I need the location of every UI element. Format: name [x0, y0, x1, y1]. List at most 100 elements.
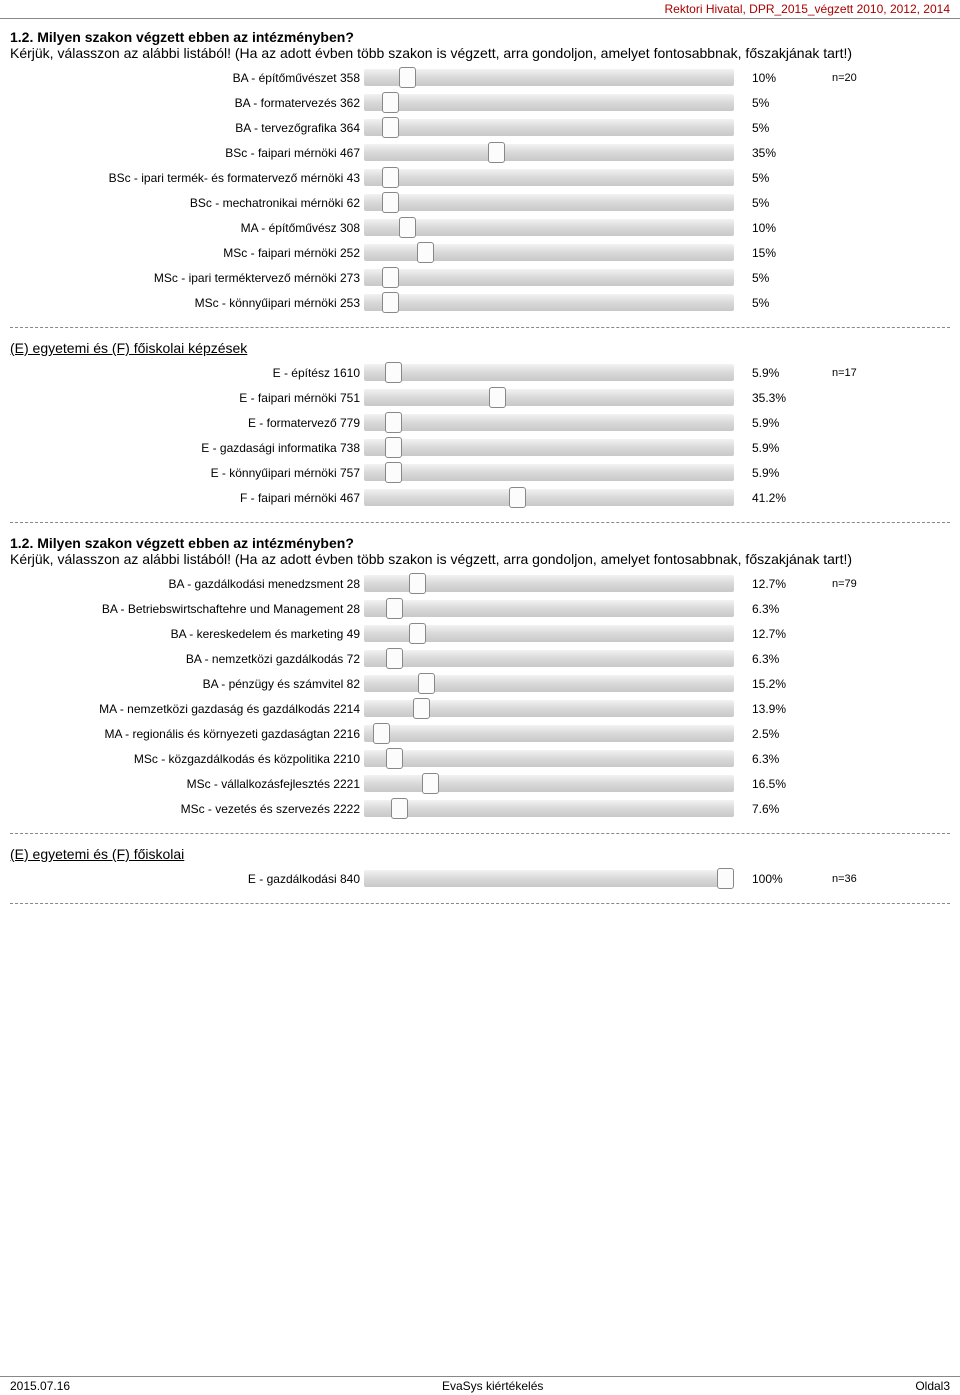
bar-pct: 16.5% — [734, 777, 822, 791]
bar-zone — [364, 169, 734, 186]
bar-row: BSc - mechatronikai mérnöki 62 5% — [10, 190, 950, 215]
bar-pct: 15% — [734, 246, 822, 260]
bar-label: MA - építőművész 308 — [10, 221, 364, 235]
bar-pct: 5.9% — [734, 441, 822, 455]
bar-indicator — [386, 648, 403, 669]
bar-row: E - faipari mérnöki 75135.3% — [10, 385, 950, 410]
bar-pct: 35% — [734, 146, 822, 160]
bar-label: MSc - faipari mérnöki 252 — [10, 246, 364, 260]
bar-label: E - formatervező 779 — [10, 416, 364, 430]
bar-indicator — [422, 773, 439, 794]
bar-indicator — [382, 167, 399, 188]
bar-indicator — [417, 242, 434, 263]
bar-track — [364, 94, 734, 111]
question-subtitle: Kérjük, válasszon az alábbi listából! (H… — [10, 551, 950, 567]
divider — [10, 903, 950, 904]
bar-track — [364, 389, 734, 406]
bar-pct: 5% — [734, 171, 822, 185]
bar-track — [364, 69, 734, 86]
bar-pct: 2.5% — [734, 727, 822, 741]
bar-zone — [364, 119, 734, 136]
bar-indicator — [489, 387, 506, 408]
bar-indicator — [386, 598, 403, 619]
bar-row: MA - nemzetközi gazdaság és gazdálkodás … — [10, 696, 950, 721]
bar-track — [364, 800, 734, 817]
bar-indicator — [409, 573, 426, 594]
bar-indicator — [399, 67, 416, 88]
bar-indicator — [488, 142, 505, 163]
subsection-title: (E) egyetemi és (F) főiskolai — [10, 846, 950, 862]
bar-zone — [364, 775, 734, 792]
bar-row: MSc - vállalkozásfejlesztés 222116.5% — [10, 771, 950, 796]
bar-label: BA - gazdálkodási menedzsment 28 — [10, 577, 364, 591]
bar-label: MA - nemzetközi gazdaság és gazdálkodás … — [10, 702, 364, 716]
bar-indicator — [386, 748, 403, 769]
footer-center: EvaSys kiértékelés — [442, 1379, 543, 1393]
bar-pct: 5% — [734, 196, 822, 210]
bar-zone — [364, 725, 734, 742]
bar-track — [364, 650, 734, 667]
bar-row: BA - pénzügy és számvitel 8215.2% — [10, 671, 950, 696]
bar-row: BSc - ipari termék- és formatervező mérn… — [10, 165, 950, 190]
bar-zone — [364, 870, 734, 887]
bar-row: E - építész 1610 5.9%n=17 — [10, 360, 950, 385]
bar-label: MSc - könnyűipari mérnöki 253 — [10, 296, 364, 310]
bar-label: E - gazdasági informatika 738 — [10, 441, 364, 455]
bar-pct: 12.7% — [734, 627, 822, 641]
bar-pct: 5.9% — [734, 416, 822, 430]
bar-indicator — [385, 462, 402, 483]
bar-label: BSc - faipari mérnöki 467 — [10, 146, 364, 160]
n-note: n=36 — [822, 873, 857, 885]
bar-row: E - könnyűipari mérnöki 7575.9% — [10, 460, 950, 485]
bar-label: F - faipari mérnöki 467 — [10, 491, 364, 505]
bar-label: BA - építőművészet 358 — [10, 71, 364, 85]
bar-track — [364, 775, 734, 792]
bar-label: E - építész 1610 — [10, 366, 364, 380]
bar-row: BA - kereskedelem és marketing 49 12.7% — [10, 621, 950, 646]
bar-indicator — [418, 673, 435, 694]
bar-row: F - faipari mérnöki 46741.2% — [10, 485, 950, 510]
bar-row: MA - építőművész 308 10% — [10, 215, 950, 240]
bar-zone — [364, 600, 734, 617]
bar-indicator — [413, 698, 430, 719]
subsection-title: (E) egyetemi és (F) főiskolai képzések — [10, 340, 950, 356]
footer: 2015.07.16 EvaSys kiértékelés Oldal3 — [0, 1376, 960, 1395]
bar-label: BSc - mechatronikai mérnöki 62 — [10, 196, 364, 210]
bar-zone — [364, 575, 734, 592]
bar-pct: 6.3% — [734, 652, 822, 666]
bar-zone — [364, 364, 734, 381]
bar-row: E - gazdálkodási 840100%n=36 — [10, 866, 950, 891]
bar-label: MSc - közgazdálkodás és közpolitika 2210 — [10, 752, 364, 766]
bar-zone — [364, 464, 734, 481]
bar-zone — [364, 219, 734, 236]
bar-row: BA - nemzetközi gazdálkodás 726.3% — [10, 646, 950, 671]
bar-zone — [364, 414, 734, 431]
bar-indicator — [385, 437, 402, 458]
bar-zone — [364, 700, 734, 717]
bar-row: BA - formatervezés 3625% — [10, 90, 950, 115]
bar-pct: 15.2% — [734, 677, 822, 691]
bar-indicator — [385, 362, 402, 383]
bar-pct: 5.9% — [734, 366, 822, 380]
n-note: n=17 — [822, 367, 857, 379]
bar-zone — [364, 625, 734, 642]
chart-block: E - építész 16105.9%n=17E - faipari mérn… — [10, 360, 950, 510]
footer-right: Oldal3 — [915, 1379, 950, 1393]
bar-label: BSc - ipari termék- és formatervező mérn… — [10, 171, 364, 185]
bar-pct: 6.3% — [734, 602, 822, 616]
bar-track — [364, 439, 734, 456]
bar-pct: 10% — [734, 221, 822, 235]
bar-pct: 7.6% — [734, 802, 822, 816]
bar-zone — [364, 244, 734, 261]
bar-zone — [364, 750, 734, 767]
bar-label: MSc - vezetés és szervezés 2222 — [10, 802, 364, 816]
bar-zone — [364, 800, 734, 817]
bar-label: BA - kereskedelem és marketing 49 — [10, 627, 364, 641]
bar-row: E - formatervező 779 5.9% — [10, 410, 950, 435]
bar-track — [364, 414, 734, 431]
n-note: n=79 — [822, 578, 857, 590]
bar-track — [364, 169, 734, 186]
bar-label: BA - tervezőgrafika 364 — [10, 121, 364, 135]
divider — [10, 833, 950, 834]
header-right: Rektori Hivatal, DPR_2015_végzett 2010, … — [0, 0, 960, 19]
